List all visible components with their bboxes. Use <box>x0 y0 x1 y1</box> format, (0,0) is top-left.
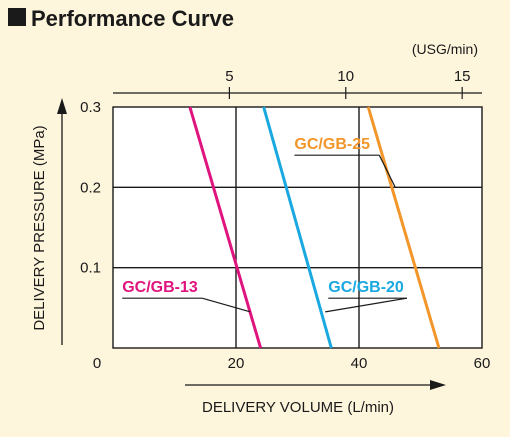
y-axis-arrow <box>57 98 67 345</box>
chart-title: Performance Curve <box>31 6 234 31</box>
series-line-gc-gb-20 <box>262 106 333 349</box>
plot-frame <box>112 106 483 349</box>
secondary-x-tick-label: 15 <box>454 68 471 85</box>
x-tick-label: 20 <box>228 355 245 372</box>
series-label-leader <box>378 154 396 188</box>
x-tick-label: 40 <box>351 355 368 372</box>
series-label: GC/GB-13 <box>122 279 198 296</box>
series-label: GC/GB-20 <box>328 279 404 296</box>
plot-area: 5 10 15 0 20 40 60 0.1 0.2 0.3 GC/GB-13 GC/GB-20 GC/… <box>80 68 490 372</box>
x-axis-label: DELIVERY VOLUME (L/min) <box>202 399 394 416</box>
secondary-axis-unit: (USG/min) <box>412 41 478 57</box>
series-label-leader <box>202 297 251 313</box>
x-axis-arrow <box>185 380 446 390</box>
secondary-x-tick-label: 5 <box>225 68 233 85</box>
y-tick-label: 0.3 <box>80 99 101 116</box>
x-tick-label: 60 <box>474 355 491 372</box>
x-tick-label: 0 <box>93 355 101 372</box>
series-line-gc-gb-25 <box>366 106 441 349</box>
y-tick-label: 0.2 <box>80 179 101 196</box>
series-label: GC/GB-25 <box>294 136 370 153</box>
series-label-leader <box>325 297 408 313</box>
y-tick-label: 0.1 <box>80 260 101 277</box>
series-line-gc-gb-13 <box>188 106 263 349</box>
title-square-icon <box>8 8 26 26</box>
secondary-x-tick-label: 10 <box>337 68 354 85</box>
y-axis-label: DELIVERY PRESSURE (MPa) <box>31 125 48 330</box>
